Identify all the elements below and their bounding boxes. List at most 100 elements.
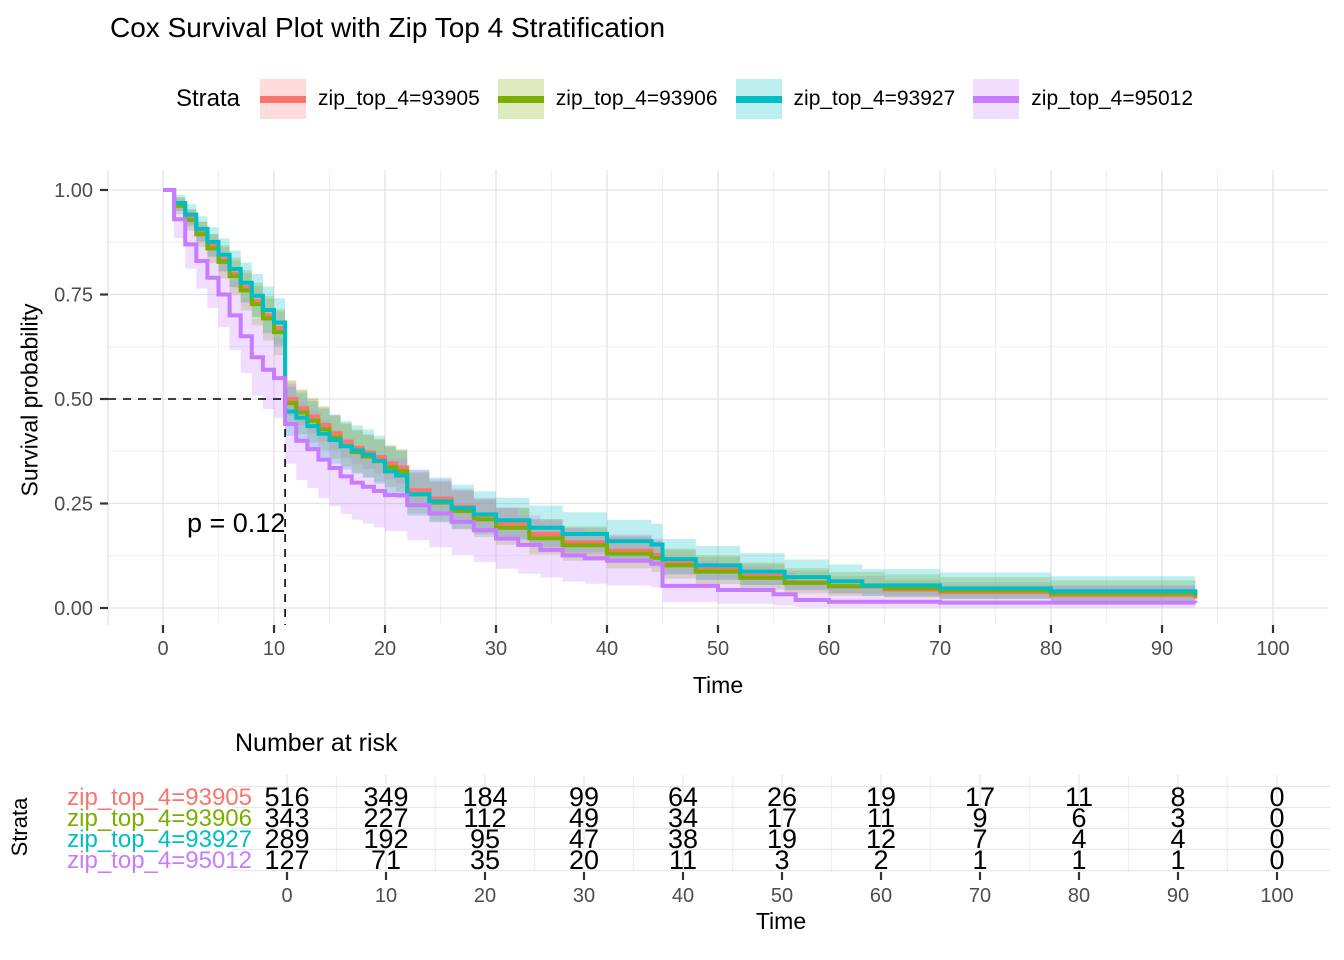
x-tick-label: 100 [1256, 638, 1289, 660]
risk-count: 20 [569, 845, 599, 875]
risk-x-tick-label: 50 [771, 885, 793, 907]
risk-count: 3 [774, 845, 789, 875]
risk-count: 0 [1269, 845, 1284, 875]
legend-label: zip_top_4=93927 [793, 87, 956, 110]
risk-grid-major [232, 775, 1330, 872]
risk-table: zip_top_4=93905 516 349 184 99 64 26 19 17 11 8 0zi… [67, 775, 1330, 907]
y-axis-title: Survival probability [16, 303, 43, 497]
risk-count: 19 [866, 782, 896, 812]
risk-row-label: zip_top_4=95012 [67, 847, 252, 874]
x-tick-label: 60 [818, 638, 840, 660]
risk-count: 4 [1170, 824, 1185, 854]
risk-count: 34 [668, 803, 698, 833]
x-tick-label: 30 [485, 638, 507, 660]
legend-key-line [735, 96, 782, 103]
survival-plot: 0 10 20 30 40 50 60 70 80 90 100 0.00 0.25 0.50 0.75 1.… [54, 170, 1328, 660]
x-tick-label: 20 [374, 638, 396, 660]
legend-label: zip_top_4=93906 [555, 87, 718, 110]
median-guide [108, 398, 286, 625]
legend-key-line [260, 96, 307, 103]
survival-curve-zip_top_4=93927 [163, 188, 1198, 595]
risk-count: 49 [569, 803, 599, 833]
risk-count: 7 [972, 824, 987, 854]
risk-x-tick-label: 40 [672, 885, 694, 907]
y-tick-label: 0.25 [54, 494, 93, 516]
survival-curve-zip_top_4=95012 [163, 188, 1198, 605]
legend-key-swatch [260, 79, 307, 119]
risk-count: 349 [363, 782, 408, 812]
ci-band-zip_top_4=93906 [163, 190, 1196, 604]
risk-count: 0 [1269, 782, 1284, 812]
risk-count: 1 [1170, 845, 1185, 875]
risk-count: 11 [867, 803, 895, 833]
legend-label: zip_top_4=95012 [1031, 87, 1194, 110]
risk-count: 184 [462, 782, 507, 812]
axis-ticks [100, 188, 1275, 633]
x-tick-label: 40 [596, 638, 618, 660]
risk-x-tick-label: 20 [474, 885, 496, 907]
legend-key-swatch [735, 79, 782, 119]
risk-grid-minor [335, 775, 1229, 872]
legend-item-0: zip_top_4=93905 [260, 79, 480, 119]
risk-count: 6 [1071, 803, 1086, 833]
legend-item-3: zip_top_4=95012 [973, 79, 1193, 119]
risk-x-tick-label: 60 [870, 885, 892, 907]
risk-count: 1 [1071, 845, 1086, 875]
risk-x-tick-label: 10 [375, 885, 397, 907]
risk-x-tick-label: 70 [969, 885, 991, 907]
risk-table-title: Number at risk [235, 729, 398, 757]
risk-count: 516 [264, 782, 309, 812]
legend-item-2: zip_top_4=93927 [735, 79, 956, 119]
risk-count: 12 [866, 824, 896, 854]
risk-count: 95 [470, 824, 500, 854]
x-tick-label: 10 [263, 638, 285, 660]
legend-key-line [973, 96, 1020, 103]
legend-title: Strata [176, 85, 241, 112]
risk-count: 0 [1269, 824, 1284, 854]
risk-count: 11 [1065, 782, 1093, 812]
risk-count: 3 [1170, 803, 1185, 833]
y-tick-label: 0.75 [54, 285, 93, 307]
x-tick-label: 80 [1040, 638, 1062, 660]
risk-count: 35 [470, 845, 500, 875]
ci-band-zip_top_4=93927 [163, 190, 1196, 603]
legend: Strata zip_top_4=93905 zip_top_4=93906 zip… [176, 76, 1211, 122]
legend-item-1: zip_top_4=93906 [497, 79, 718, 119]
plot-title: Cox Survival Plot with Zip Top 4 Stratif… [110, 12, 666, 43]
legend-label: zip_top_4=93905 [318, 87, 480, 110]
risk-count: 289 [264, 824, 309, 854]
risk-count: 47 [569, 824, 599, 854]
risk-row-label: zip_top_4=93906 [67, 805, 252, 832]
grid-major [107, 170, 1328, 625]
x-tick-label: 90 [1151, 638, 1173, 660]
x-tick-label: 50 [707, 638, 729, 660]
x-tick-label: 70 [929, 638, 951, 660]
risk-count: 11 [669, 845, 697, 875]
p-value-annotation: p = 0.12 [187, 508, 286, 538]
risk-count: 4 [1071, 824, 1086, 854]
risk-table-x-axis-title: Time [755, 908, 807, 934]
risk-panel [232, 775, 1330, 872]
risk-count: 71 [371, 845, 401, 875]
x-axis-title: Time [692, 672, 744, 698]
risk-count: 17 [767, 803, 797, 833]
risk-count: 19 [767, 824, 797, 854]
risk-count: 2 [873, 845, 888, 875]
risk-count: 99 [569, 782, 599, 812]
risk-x-tick-label: 80 [1068, 885, 1090, 907]
legend-key-swatch [973, 79, 1020, 119]
risk-x-tick-label: 0 [281, 885, 292, 907]
x-tick-label: 0 [157, 638, 168, 660]
risk-count: 192 [363, 824, 408, 854]
y-tick-label: 0.00 [54, 598, 93, 620]
risk-count: 38 [668, 824, 698, 854]
y-tick-label: 0.50 [54, 389, 93, 411]
risk-count: 26 [767, 782, 797, 812]
risk-axis-ticks [285, 872, 1279, 880]
legend-key-line [497, 96, 544, 103]
risk-count: 227 [363, 803, 408, 833]
risk-x-tick-label: 100 [1260, 885, 1293, 907]
risk-row-label: zip_top_4=93905 [67, 784, 252, 811]
risk-count: 112 [463, 803, 506, 833]
ci-band-zip_top_4=93905 [163, 190, 1196, 604]
